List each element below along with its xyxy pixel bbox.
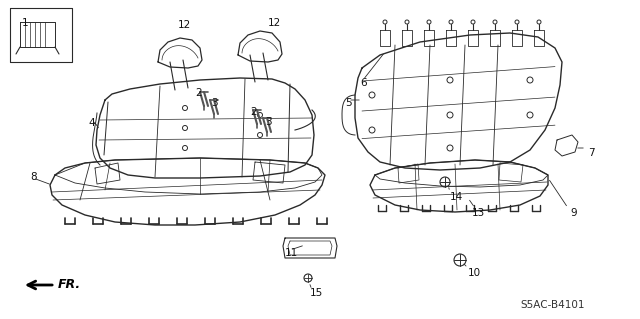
Text: 2: 2 bbox=[250, 107, 257, 117]
Text: 14: 14 bbox=[450, 192, 463, 202]
Text: 11: 11 bbox=[285, 248, 298, 258]
Text: 9: 9 bbox=[570, 208, 577, 218]
Text: 15: 15 bbox=[310, 288, 323, 298]
Text: 3: 3 bbox=[265, 117, 271, 127]
Text: S5AC-B4101: S5AC-B4101 bbox=[520, 300, 584, 310]
Text: 2: 2 bbox=[195, 88, 202, 98]
Text: 12: 12 bbox=[268, 18, 281, 28]
Text: 13: 13 bbox=[472, 208, 485, 218]
Text: 6: 6 bbox=[360, 78, 367, 88]
Text: 5: 5 bbox=[345, 98, 351, 108]
Text: 3: 3 bbox=[211, 98, 218, 108]
Text: 10: 10 bbox=[468, 268, 481, 278]
Text: 12: 12 bbox=[178, 20, 191, 30]
Text: 7: 7 bbox=[588, 148, 595, 158]
Text: 8: 8 bbox=[30, 172, 36, 182]
Text: 4: 4 bbox=[88, 118, 95, 128]
Text: 1: 1 bbox=[22, 18, 29, 28]
Text: FR.: FR. bbox=[58, 278, 81, 292]
